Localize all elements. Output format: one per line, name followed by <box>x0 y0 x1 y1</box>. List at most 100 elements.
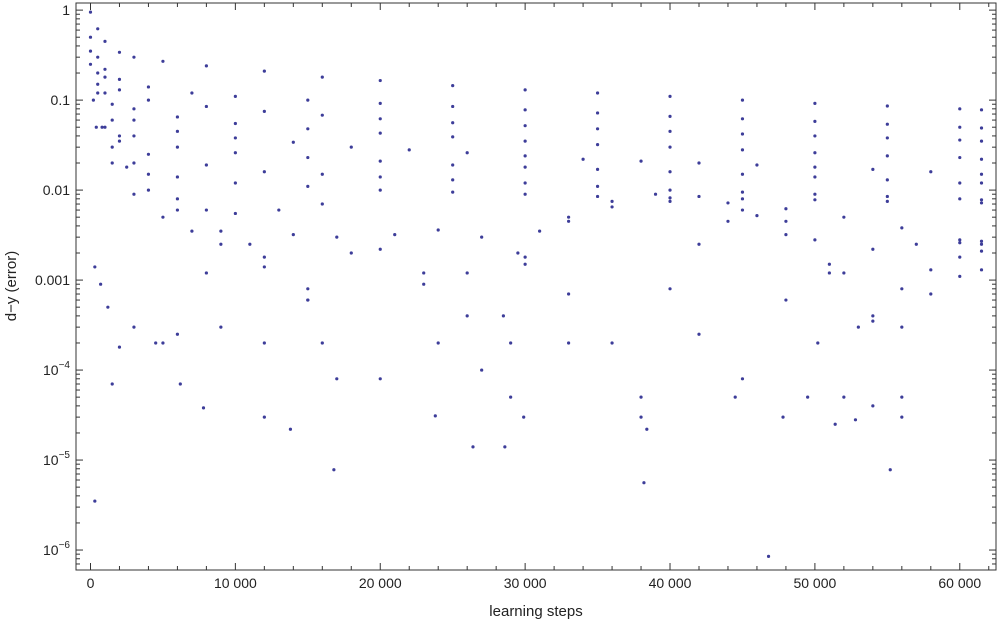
data-point <box>96 82 100 86</box>
data-point <box>291 233 295 237</box>
data-point <box>480 235 484 239</box>
data-point <box>219 325 223 329</box>
data-point <box>306 127 310 131</box>
data-point <box>190 229 194 233</box>
data-point <box>422 282 426 286</box>
data-point <box>523 124 527 128</box>
data-point <box>595 127 600 131</box>
data-point <box>958 125 962 129</box>
data-point <box>480 368 484 372</box>
data-point <box>175 332 180 336</box>
data-point <box>91 98 95 102</box>
data-point <box>842 395 846 399</box>
x-tick-label: 20 000 <box>359 575 402 591</box>
data-point <box>697 194 701 199</box>
data-point <box>668 129 672 133</box>
data-point <box>979 181 984 185</box>
data-point <box>653 192 658 196</box>
data-point <box>509 341 513 345</box>
data-point <box>262 341 266 345</box>
data-point <box>132 118 136 122</box>
data-point <box>885 178 889 182</box>
data-point <box>740 197 745 201</box>
data-point <box>885 136 889 140</box>
data-points <box>88 10 984 558</box>
data-point <box>914 242 918 246</box>
data-point <box>378 175 382 179</box>
data-point <box>595 111 600 115</box>
data-point <box>813 198 817 202</box>
data-point <box>378 117 382 121</box>
data-point <box>436 341 440 345</box>
data-point <box>856 325 860 329</box>
data-point <box>979 268 984 272</box>
data-point <box>979 239 984 243</box>
data-point <box>871 167 875 171</box>
data-point <box>784 298 788 302</box>
data-point <box>668 287 672 291</box>
data-point <box>697 242 701 246</box>
data-point <box>781 415 785 419</box>
data-point <box>900 395 904 399</box>
x-tick-label: 40 000 <box>649 575 692 591</box>
data-point <box>146 172 151 176</box>
data-point <box>332 468 336 472</box>
data-point <box>885 154 889 158</box>
data-point <box>813 238 817 242</box>
data-point <box>378 101 382 105</box>
data-point <box>99 282 103 286</box>
data-point <box>697 332 701 336</box>
data-point <box>523 108 527 112</box>
data-point <box>813 151 817 155</box>
data-point <box>958 181 962 185</box>
data-point <box>958 138 962 142</box>
data-point <box>740 172 745 176</box>
data-point <box>103 91 107 95</box>
data-point <box>117 139 122 143</box>
plot-frame <box>75 2 997 571</box>
data-point <box>378 131 382 135</box>
data-point <box>451 121 455 125</box>
data-point <box>509 395 513 399</box>
data-point <box>306 287 310 291</box>
data-point <box>979 126 984 130</box>
data-point <box>979 172 984 176</box>
data-point <box>161 341 165 345</box>
data-point <box>740 117 745 121</box>
data-point <box>827 271 831 275</box>
data-point <box>979 201 984 205</box>
data-point <box>219 229 223 233</box>
data-point <box>871 404 875 408</box>
data-point <box>639 159 643 163</box>
data-point <box>117 134 122 138</box>
data-point <box>806 395 810 399</box>
data-point <box>175 197 180 201</box>
data-point <box>740 98 745 102</box>
data-point <box>335 235 339 239</box>
data-point <box>668 145 672 149</box>
data-point <box>117 88 122 92</box>
x-axis-label: learning steps <box>489 603 582 620</box>
data-point <box>958 255 962 259</box>
data-point <box>900 287 904 291</box>
y-tick-label: 0.1 <box>51 92 71 108</box>
data-point <box>784 219 788 223</box>
data-point <box>93 499 97 503</box>
data-point <box>595 91 600 95</box>
data-point <box>161 59 165 63</box>
data-point <box>668 170 672 174</box>
y-tick-label: 0.001 <box>35 272 70 288</box>
data-point <box>523 154 527 158</box>
data-point <box>522 415 526 419</box>
data-point <box>842 215 846 219</box>
data-point <box>233 136 237 140</box>
y-tick-label: 0.01 <box>43 182 70 198</box>
data-point <box>538 229 542 233</box>
data-point <box>451 135 455 139</box>
data-point <box>233 181 237 185</box>
data-point <box>784 233 788 237</box>
data-point <box>248 242 252 246</box>
data-point <box>132 325 136 329</box>
data-point <box>523 88 527 92</box>
